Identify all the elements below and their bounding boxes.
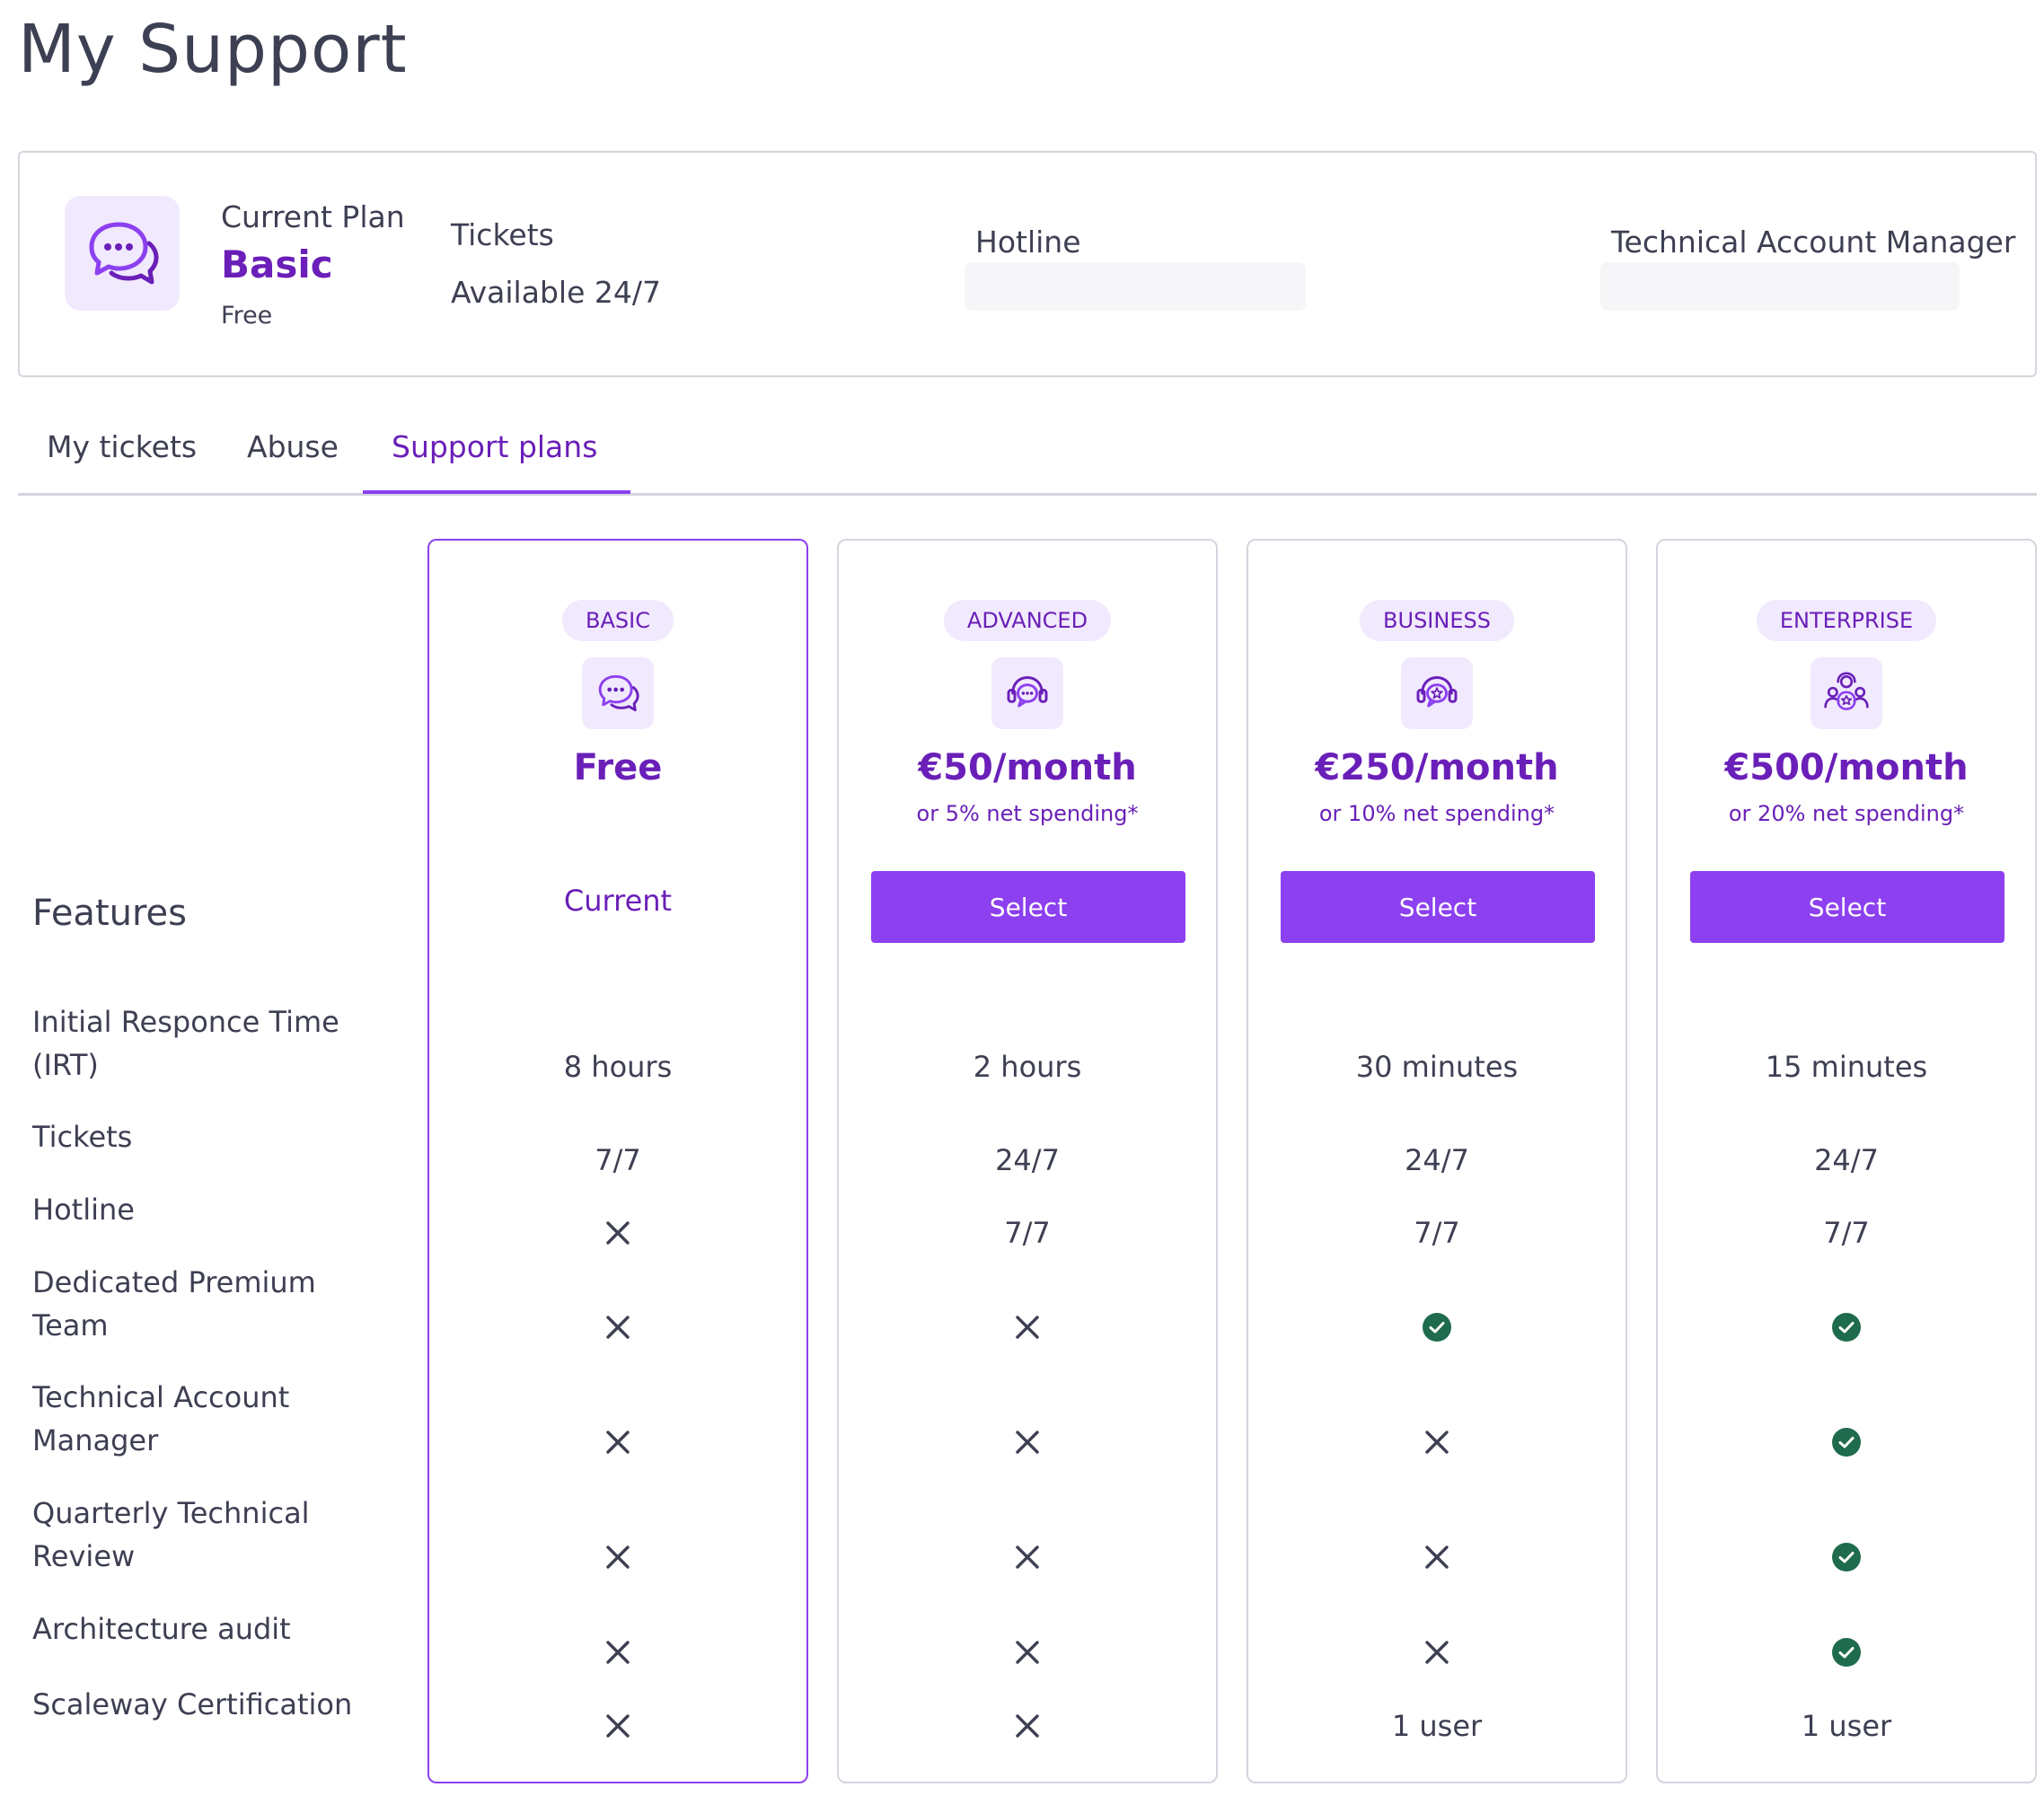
feature-label-quarterly-review: Quarterly Technical Review [32, 1496, 310, 1573]
value-tickets: 24/7 [995, 1143, 1060, 1177]
hotline-label: Hotline [975, 224, 1081, 260]
plan-badge: ADVANCED [943, 600, 1112, 641]
cross-icon [429, 1631, 806, 1674]
current-plan-name: Basic [221, 242, 333, 286]
tab-bar: My tickets Abuse Support plans [18, 404, 2037, 496]
cross-icon [839, 1421, 1216, 1464]
value-irt: 15 minutes [1765, 1050, 1928, 1084]
plan-price: Free [573, 747, 663, 788]
check-icon [1658, 1536, 2035, 1579]
value-certification: 1 user [1391, 1709, 1483, 1743]
feature-label-tam: Technical Account Manager [32, 1380, 290, 1457]
value-tickets: 7/7 [595, 1143, 641, 1177]
plan-price: €500/month [1724, 747, 1969, 788]
select-plan-button[interactable]: Select [1690, 871, 2004, 943]
select-plan-button[interactable]: Select [1281, 871, 1595, 943]
current-plan-indicator: Current [563, 884, 673, 918]
tab-support-plans[interactable]: Support plans [392, 429, 598, 464]
feature-label-tickets: Tickets [32, 1120, 133, 1154]
plan-price-alternative: or 10% net spending* [1318, 801, 1555, 826]
cross-icon [1248, 1536, 1626, 1579]
tam-label: Technical Account Manager [1611, 224, 2016, 260]
value-irt: 8 hours [563, 1050, 673, 1084]
feature-label-premium-team: Dedicated Premium Team [32, 1265, 316, 1343]
plan-price-alternative: or 5% net spending* [916, 801, 1139, 826]
value-tickets: 24/7 [1814, 1143, 1879, 1177]
cross-icon [839, 1536, 1216, 1579]
team-star-icon [1811, 657, 1882, 729]
tab-my-tickets[interactable]: My tickets [47, 429, 198, 464]
check-icon [1658, 1631, 2035, 1674]
check-icon [1658, 1421, 2035, 1464]
select-plan-button[interactable]: Select [871, 871, 1185, 943]
current-plan-card: Current Plan Basic Free Tickets Availabl… [18, 151, 2037, 377]
cross-icon [1248, 1631, 1626, 1674]
plan-price-alternative: or 20% net spending* [1728, 801, 1965, 826]
cross-icon [839, 1631, 1216, 1674]
cross-icon [839, 1704, 1216, 1748]
chat-bubbles-icon [65, 196, 180, 311]
cross-icon [429, 1704, 806, 1748]
headset-star-icon [1401, 657, 1473, 729]
value-hotline: 7/7 [1004, 1216, 1051, 1250]
tickets-label: Tickets [451, 217, 554, 252]
value-irt: 30 minutes [1355, 1050, 1519, 1084]
cross-icon [1248, 1421, 1626, 1464]
active-tab-indicator [363, 490, 630, 494]
feature-label-irt: Initial Responce Time (IRT) [32, 1005, 339, 1082]
feature-label-hotline: Hotline [32, 1193, 135, 1227]
plan-column-advanced: ADVANCED €50/month or 5% net spending* S… [837, 539, 1218, 1783]
plan-badge: BASIC [562, 600, 674, 641]
cross-icon [429, 1211, 806, 1255]
feature-label-architecture-audit: Architecture audit [32, 1612, 291, 1646]
tam-value-placeholder [1600, 262, 1960, 311]
plan-column-basic: BASIC Free Current 8 hours 7/7 [427, 539, 808, 1783]
check-icon [1248, 1306, 1626, 1349]
chat-bubbles-icon [582, 657, 654, 729]
plan-badge: BUSINESS [1360, 600, 1514, 641]
current-plan-price: Free [221, 302, 273, 330]
value-certification: 1 user [1801, 1709, 1892, 1743]
page-title: My Support [18, 11, 408, 88]
check-icon [1658, 1306, 2035, 1349]
cross-icon [429, 1421, 806, 1464]
plan-badge: ENTERPRISE [1756, 600, 1937, 641]
tickets-availability: Available 24/7 [451, 275, 661, 310]
value-tickets: 24/7 [1405, 1143, 1469, 1177]
value-irt: 2 hours [973, 1050, 1082, 1084]
value-hotline: 7/7 [1414, 1216, 1460, 1250]
hotline-value-placeholder [965, 262, 1306, 311]
plan-price: €50/month [918, 747, 1137, 788]
cross-icon [839, 1306, 1216, 1349]
tab-abuse[interactable]: Abuse [247, 429, 339, 464]
plan-column-enterprise: ENTERPRISE €500/month or 20% net spendin… [1656, 539, 2037, 1783]
value-hotline: 7/7 [1823, 1216, 1870, 1250]
features-title: Features [32, 893, 187, 934]
current-plan-label: Current Plan [221, 199, 405, 234]
cross-icon [429, 1306, 806, 1349]
headset-icon [991, 657, 1063, 729]
feature-label-certification: Scaleway Certification [32, 1687, 353, 1721]
plan-column-business: BUSINESS €250/month or 10% net spending*… [1247, 539, 1627, 1783]
cross-icon [429, 1536, 806, 1579]
plan-price: €250/month [1315, 747, 1559, 788]
